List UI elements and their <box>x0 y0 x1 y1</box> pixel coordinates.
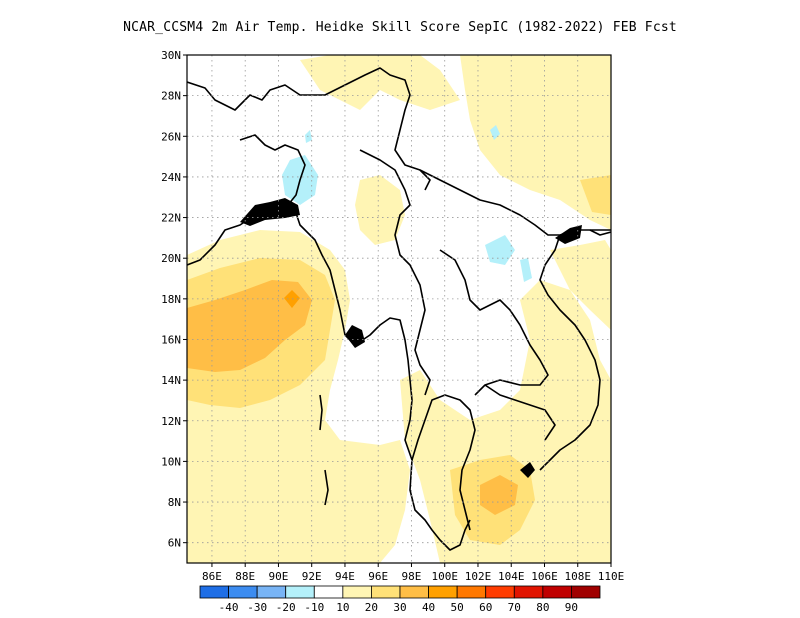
irrawaddy-delta <box>345 325 365 348</box>
map-title: NCAR_CCSM4 2m Air Temp. Heidke Skill Sco… <box>123 20 677 35</box>
longitude-labels: 86E 88E 90E 92E 94E 96E 98E 100E 102E 104E 106E 108… <box>202 570 624 583</box>
coastline-india-burma <box>187 67 431 191</box>
red-river-delta <box>555 225 582 244</box>
lat-tick-label: 6N <box>168 537 181 550</box>
map-frame <box>186 54 612 564</box>
skill-contour-30-40-gulf <box>480 475 518 515</box>
colorbar-tick-label: 40 <box>422 601 435 614</box>
lat-tick-label: 10N <box>161 455 181 468</box>
colorbar-swatch <box>513 585 544 599</box>
lat-tick-label: 24N <box>161 171 181 184</box>
border-thailand-cambodia <box>439 249 549 396</box>
colorbar-swatch <box>485 585 515 599</box>
coastline-malay-peninsula <box>411 394 476 531</box>
skill-contour-neg-laos <box>485 235 515 265</box>
coastal-detail <box>240 198 582 478</box>
colorbar-tick-label: 20 <box>365 601 378 614</box>
skill-field <box>187 55 611 563</box>
colorbar-tick-label: 50 <box>451 601 464 614</box>
colorbar-swatch <box>199 585 229 599</box>
colorbar-swatch <box>571 585 601 599</box>
grid-lines <box>183 54 612 567</box>
lon-tick-label: 100E <box>431 570 458 583</box>
lat-tick-label: 18N <box>161 293 181 306</box>
colorbar-tick-label: 30 <box>393 601 406 614</box>
skill-contour-20-30-east <box>580 175 611 215</box>
lon-tick-label: 102E <box>465 570 492 583</box>
colorbar-swatch <box>371 585 401 599</box>
skill-contour-10-20-east-coast <box>550 240 611 330</box>
lat-tick-label: 8N <box>168 496 181 509</box>
skill-contour-neg-laos-south <box>520 258 532 282</box>
colorbar-tick-label: 10 <box>336 601 349 614</box>
coastline-andaman <box>319 394 329 506</box>
colorbar-swatch <box>256 585 287 599</box>
mekong-delta <box>520 462 535 478</box>
border-cambodia <box>484 384 556 441</box>
latitude-labels: 30N 28N 26N 24N 22N 20N 18N 16N 14N 12N 10N 8N 6N <box>161 49 181 550</box>
lat-tick-label: 12N <box>161 415 181 428</box>
border-myanmar-east <box>359 149 431 396</box>
lon-tick-label: 110E <box>598 570 625 583</box>
colorbar-tick-label: 70 <box>508 601 521 614</box>
colorbar-tick-label: 80 <box>536 601 549 614</box>
coastline-vietnam <box>539 234 601 471</box>
lon-tick-label: 98E <box>402 570 422 583</box>
ganges-delta <box>240 198 300 226</box>
colorbar-tick-label: -10 <box>304 601 324 614</box>
colorbar-swatch <box>342 585 372 599</box>
lat-tick-label: 14N <box>161 374 181 387</box>
lon-tick-label: 106E <box>531 570 558 583</box>
colorbar-tick-label: 90 <box>565 601 578 614</box>
lon-tick-label: 88E <box>235 570 255 583</box>
lon-tick-label: 96E <box>368 570 388 583</box>
coastline-hainan <box>589 229 611 236</box>
colorbar-labels: -40 -30 -20 -10 10 20 30 40 50 60 70 80 90 <box>219 601 578 614</box>
lon-tick-label: 94E <box>335 570 355 583</box>
lat-tick-label: 26N <box>161 130 181 143</box>
lon-tick-label: 108E <box>564 570 591 583</box>
colorbar-swatch <box>399 585 429 599</box>
skill-contour-10-20-north <box>300 55 460 110</box>
skill-contour-10-20-north-east <box>460 55 611 230</box>
colorbar-tick-label: -40 <box>219 601 239 614</box>
lon-tick-label: 92E <box>302 570 322 583</box>
lon-tick-label: 86E <box>202 570 222 583</box>
colorbar <box>199 585 601 599</box>
lat-tick-label: 16N <box>161 333 181 346</box>
colorbar-swatch <box>228 585 258 599</box>
colorbar-tick-label: 60 <box>479 601 492 614</box>
lon-tick-label: 104E <box>498 570 525 583</box>
lat-tick-label: 20N <box>161 252 181 265</box>
skill-contour-30-40-bay <box>187 280 312 372</box>
lon-tick-label: 90E <box>269 570 289 583</box>
colorbar-swatch <box>542 585 572 599</box>
colorbar-tick-label: -30 <box>247 601 267 614</box>
colorbar-swatch <box>285 585 315 599</box>
colorbar-tick-label: -20 <box>276 601 296 614</box>
lat-tick-label: 30N <box>161 49 181 62</box>
colorbar-swatch <box>456 585 487 599</box>
lat-tick-label: 28N <box>161 90 181 103</box>
colorbar-swatch <box>313 585 344 599</box>
skill-contour-10-20-central <box>355 175 405 245</box>
lat-tick-label: 22N <box>161 212 181 225</box>
colorbar-swatch <box>428 585 458 599</box>
